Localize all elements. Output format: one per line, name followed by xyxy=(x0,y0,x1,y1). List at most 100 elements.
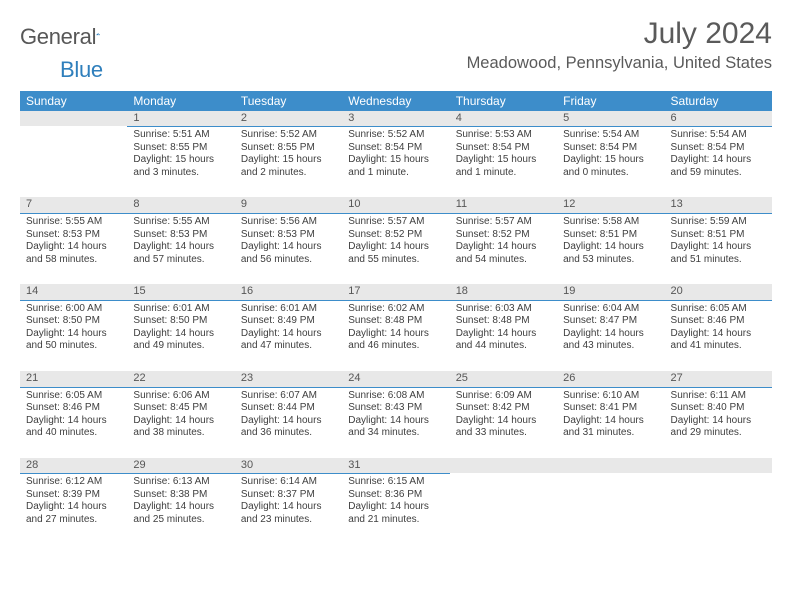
day-detail-line: Sunset: 8:41 PM xyxy=(563,402,658,415)
day-detail-line: Sunrise: 5:54 AM xyxy=(563,129,658,142)
weekday-heading: Saturday xyxy=(665,91,772,111)
brand-word-2: Blue xyxy=(60,57,103,83)
day-detail-line: Sunrise: 6:01 AM xyxy=(133,303,228,316)
day-details: Sunrise: 5:55 AMSunset: 8:53 PMDaylight:… xyxy=(20,214,127,284)
day-detail-line: Sunset: 8:50 PM xyxy=(133,315,228,328)
day-detail-line: Sunrise: 5:51 AM xyxy=(133,129,228,142)
day-detail-line: Sunrise: 6:05 AM xyxy=(26,390,121,403)
calendar-cell: 23Sunrise: 6:07 AMSunset: 8:44 PMDayligh… xyxy=(235,371,342,458)
day-detail-line: Sunset: 8:55 PM xyxy=(133,142,228,155)
calendar-cell: 26Sunrise: 6:10 AMSunset: 8:41 PMDayligh… xyxy=(557,371,664,458)
calendar-table: Sunday Monday Tuesday Wednesday Thursday… xyxy=(20,91,772,545)
day-number: 15 xyxy=(127,284,234,301)
day-detail-line: Sunset: 8:50 PM xyxy=(26,315,121,328)
day-detail-line: Sunrise: 5:58 AM xyxy=(563,216,658,229)
day-detail-line: Sunset: 8:36 PM xyxy=(348,489,443,502)
calendar-cell xyxy=(20,111,127,198)
weekday-heading: Sunday xyxy=(20,91,127,111)
day-detail-line: Daylight: 14 hours and 23 minutes. xyxy=(241,501,336,526)
day-number: 16 xyxy=(235,284,342,301)
calendar-cell: 16Sunrise: 6:01 AMSunset: 8:49 PMDayligh… xyxy=(235,284,342,371)
day-detail-line: Sunrise: 6:07 AM xyxy=(241,390,336,403)
day-number: 1 xyxy=(127,111,234,128)
calendar-cell: 31Sunrise: 6:15 AMSunset: 8:36 PMDayligh… xyxy=(342,458,449,545)
day-detail-line: Sunset: 8:43 PM xyxy=(348,402,443,415)
calendar-week-row: 21Sunrise: 6:05 AMSunset: 8:46 PMDayligh… xyxy=(20,371,772,458)
weekday-heading: Monday xyxy=(127,91,234,111)
day-details: Sunrise: 6:01 AMSunset: 8:49 PMDaylight:… xyxy=(235,301,342,371)
weekday-heading: Wednesday xyxy=(342,91,449,111)
calendar-cell: 2Sunrise: 5:52 AMSunset: 8:55 PMDaylight… xyxy=(235,111,342,198)
calendar-cell: 25Sunrise: 6:09 AMSunset: 8:42 PMDayligh… xyxy=(450,371,557,458)
day-number: 9 xyxy=(235,197,342,214)
day-detail-line: Sunrise: 5:55 AM xyxy=(26,216,121,229)
day-detail-line: Daylight: 15 hours and 2 minutes. xyxy=(241,154,336,179)
day-details: Sunrise: 6:02 AMSunset: 8:48 PMDaylight:… xyxy=(342,301,449,371)
day-detail-line: Sunrise: 5:55 AM xyxy=(133,216,228,229)
day-detail-line: Sunrise: 6:11 AM xyxy=(671,390,766,403)
day-number: 29 xyxy=(127,458,234,475)
day-detail-line: Sunset: 8:55 PM xyxy=(241,142,336,155)
day-detail-line: Daylight: 14 hours and 56 minutes. xyxy=(241,241,336,266)
calendar-cell: 30Sunrise: 6:14 AMSunset: 8:37 PMDayligh… xyxy=(235,458,342,545)
day-detail-line: Sunset: 8:51 PM xyxy=(671,229,766,242)
day-number: 28 xyxy=(20,458,127,475)
calendar-cell: 10Sunrise: 5:57 AMSunset: 8:52 PMDayligh… xyxy=(342,197,449,284)
day-number: 8 xyxy=(127,197,234,214)
day-details: Sunrise: 5:52 AMSunset: 8:55 PMDaylight:… xyxy=(235,127,342,197)
day-detail-line: Sunset: 8:39 PM xyxy=(26,489,121,502)
day-detail-line: Daylight: 14 hours and 51 minutes. xyxy=(671,241,766,266)
day-details xyxy=(665,473,772,543)
day-details: Sunrise: 6:07 AMSunset: 8:44 PMDaylight:… xyxy=(235,388,342,458)
day-detail-line: Sunset: 8:40 PM xyxy=(671,402,766,415)
day-number xyxy=(557,458,664,474)
day-details: Sunrise: 5:59 AMSunset: 8:51 PMDaylight:… xyxy=(665,214,772,284)
day-number: 18 xyxy=(450,284,557,301)
day-detail-line: Daylight: 15 hours and 1 minute. xyxy=(348,154,443,179)
calendar-cell: 12Sunrise: 5:58 AMSunset: 8:51 PMDayligh… xyxy=(557,197,664,284)
weekday-row: Sunday Monday Tuesday Wednesday Thursday… xyxy=(20,91,772,111)
day-details: Sunrise: 5:57 AMSunset: 8:52 PMDaylight:… xyxy=(342,214,449,284)
day-number xyxy=(665,458,772,474)
weekday-heading: Thursday xyxy=(450,91,557,111)
day-number: 17 xyxy=(342,284,449,301)
day-detail-line: Sunrise: 6:00 AM xyxy=(26,303,121,316)
day-details: Sunrise: 6:05 AMSunset: 8:46 PMDaylight:… xyxy=(665,301,772,371)
day-detail-line: Sunrise: 6:06 AM xyxy=(133,390,228,403)
day-detail-line: Sunset: 8:48 PM xyxy=(456,315,551,328)
day-number: 4 xyxy=(450,111,557,128)
day-detail-line: Sunset: 8:42 PM xyxy=(456,402,551,415)
day-detail-line: Sunrise: 6:10 AM xyxy=(563,390,658,403)
day-detail-line: Sunrise: 6:15 AM xyxy=(348,476,443,489)
day-details: Sunrise: 6:10 AMSunset: 8:41 PMDaylight:… xyxy=(557,388,664,458)
day-number: 21 xyxy=(20,371,127,388)
day-detail-line: Daylight: 14 hours and 50 minutes. xyxy=(26,328,121,353)
calendar-cell: 29Sunrise: 6:13 AMSunset: 8:38 PMDayligh… xyxy=(127,458,234,545)
calendar-week-row: 28Sunrise: 6:12 AMSunset: 8:39 PMDayligh… xyxy=(20,458,772,545)
day-detail-line: Sunrise: 5:59 AM xyxy=(671,216,766,229)
day-detail-line: Daylight: 14 hours and 57 minutes. xyxy=(133,241,228,266)
day-detail-line: Daylight: 14 hours and 44 minutes. xyxy=(456,328,551,353)
day-details: Sunrise: 6:03 AMSunset: 8:48 PMDaylight:… xyxy=(450,301,557,371)
calendar-cell: 27Sunrise: 6:11 AMSunset: 8:40 PMDayligh… xyxy=(665,371,772,458)
day-detail-line: Sunrise: 6:08 AM xyxy=(348,390,443,403)
day-detail-line: Daylight: 14 hours and 38 minutes. xyxy=(133,415,228,440)
day-details: Sunrise: 5:55 AMSunset: 8:53 PMDaylight:… xyxy=(127,214,234,284)
day-detail-line: Daylight: 14 hours and 59 minutes. xyxy=(671,154,766,179)
calendar-cell: 9Sunrise: 5:56 AMSunset: 8:53 PMDaylight… xyxy=(235,197,342,284)
calendar-week-row: 14Sunrise: 6:00 AMSunset: 8:50 PMDayligh… xyxy=(20,284,772,371)
day-number xyxy=(20,111,127,127)
day-number: 19 xyxy=(557,284,664,301)
calendar-cell xyxy=(450,458,557,545)
day-detail-line: Daylight: 14 hours and 33 minutes. xyxy=(456,415,551,440)
calendar-cell: 13Sunrise: 5:59 AMSunset: 8:51 PMDayligh… xyxy=(665,197,772,284)
day-detail-line: Sunset: 8:38 PM xyxy=(133,489,228,502)
day-detail-line: Sunset: 8:54 PM xyxy=(563,142,658,155)
brand-logo: General xyxy=(20,18,120,50)
day-details: Sunrise: 6:08 AMSunset: 8:43 PMDaylight:… xyxy=(342,388,449,458)
day-detail-line: Sunset: 8:45 PM xyxy=(133,402,228,415)
day-detail-line: Sunset: 8:49 PM xyxy=(241,315,336,328)
day-details xyxy=(557,473,664,543)
sail-icon xyxy=(96,27,100,41)
day-detail-line: Daylight: 14 hours and 25 minutes. xyxy=(133,501,228,526)
